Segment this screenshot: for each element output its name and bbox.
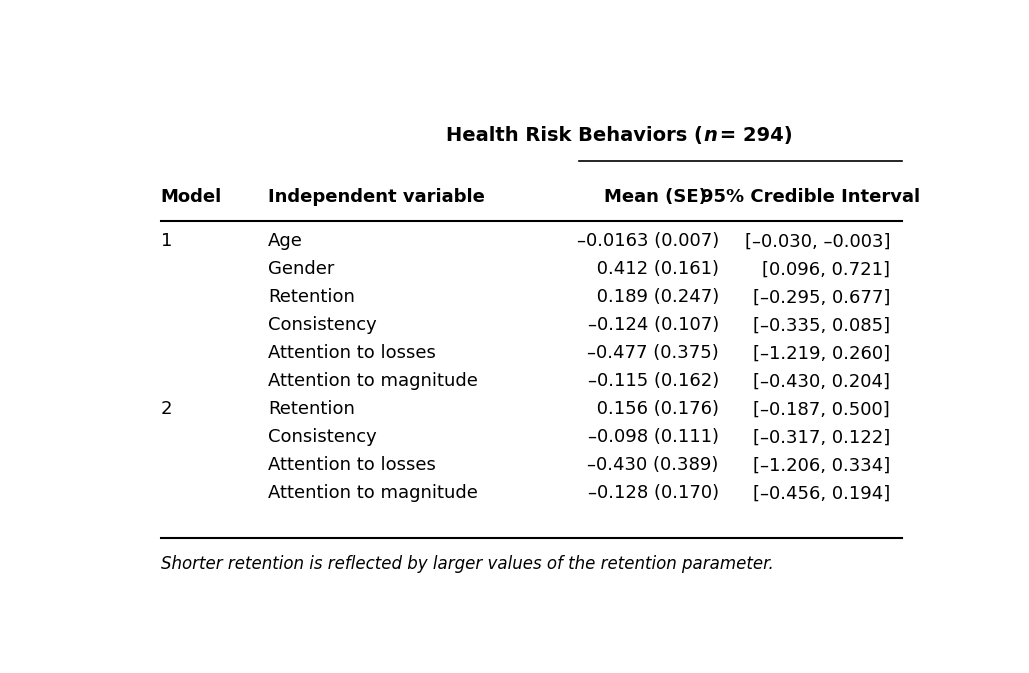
Text: Retention: Retention (269, 288, 355, 306)
Text: [–0.295, 0.677]: [–0.295, 0.677] (753, 288, 890, 306)
Text: Mean (SE): Mean (SE) (604, 188, 706, 207)
Text: [0.096, 0.721]: [0.096, 0.721] (762, 260, 890, 279)
Text: –0.098 (0.111): –0.098 (0.111) (588, 428, 718, 446)
Text: Attention to losses: Attention to losses (269, 456, 436, 474)
Text: –0.477 (0.375): –0.477 (0.375) (587, 345, 718, 362)
Text: Gender: Gender (269, 260, 334, 279)
Text: Retention: Retention (269, 400, 355, 419)
Text: [–0.430, 0.204]: [–0.430, 0.204] (753, 372, 890, 390)
Text: Model: Model (161, 188, 222, 207)
Text: –0.0163 (0.007): –0.0163 (0.007) (576, 232, 718, 250)
Text: Consistency: Consistency (269, 316, 377, 334)
Text: Health Risk Behaviors (: Health Risk Behaviors ( (446, 126, 703, 145)
Text: n: n (704, 126, 717, 145)
Text: Shorter retention is reflected by larger values of the retention parameter.: Shorter retention is reflected by larger… (161, 555, 773, 573)
Text: Age: Age (269, 232, 304, 250)
Text: [–0.030, –0.003]: [–0.030, –0.003] (745, 232, 890, 250)
Text: 0.156 (0.176): 0.156 (0.176) (591, 400, 718, 419)
Text: 1: 1 (161, 232, 172, 250)
Text: Independent variable: Independent variable (269, 188, 485, 207)
Text: –0.115 (0.162): –0.115 (0.162) (588, 372, 718, 390)
Text: –0.128 (0.170): –0.128 (0.170) (588, 485, 718, 502)
Text: Attention to losses: Attention to losses (269, 345, 436, 362)
Text: Attention to magnitude: Attention to magnitude (269, 485, 478, 502)
Text: –0.430 (0.389): –0.430 (0.389) (588, 456, 718, 474)
Text: 0.189 (0.247): 0.189 (0.247) (591, 288, 718, 306)
Text: [–1.206, 0.334]: [–1.206, 0.334] (753, 456, 890, 474)
Text: Attention to magnitude: Attention to magnitude (269, 372, 478, 390)
Text: –0.124 (0.107): –0.124 (0.107) (588, 316, 718, 334)
Text: [–0.187, 0.500]: [–0.187, 0.500] (753, 400, 890, 419)
Text: [–1.219, 0.260]: [–1.219, 0.260] (753, 345, 890, 362)
Text: 95% Credible Interval: 95% Credible Interval (701, 188, 920, 207)
Text: [–0.317, 0.122]: [–0.317, 0.122] (753, 428, 890, 446)
Text: = 294): = 294) (713, 126, 792, 145)
Text: 2: 2 (161, 400, 172, 419)
Text: [–0.456, 0.194]: [–0.456, 0.194] (753, 485, 890, 502)
Text: [–0.335, 0.085]: [–0.335, 0.085] (753, 316, 890, 334)
Text: 0.412 (0.161): 0.412 (0.161) (591, 260, 718, 279)
Text: Consistency: Consistency (269, 428, 377, 446)
